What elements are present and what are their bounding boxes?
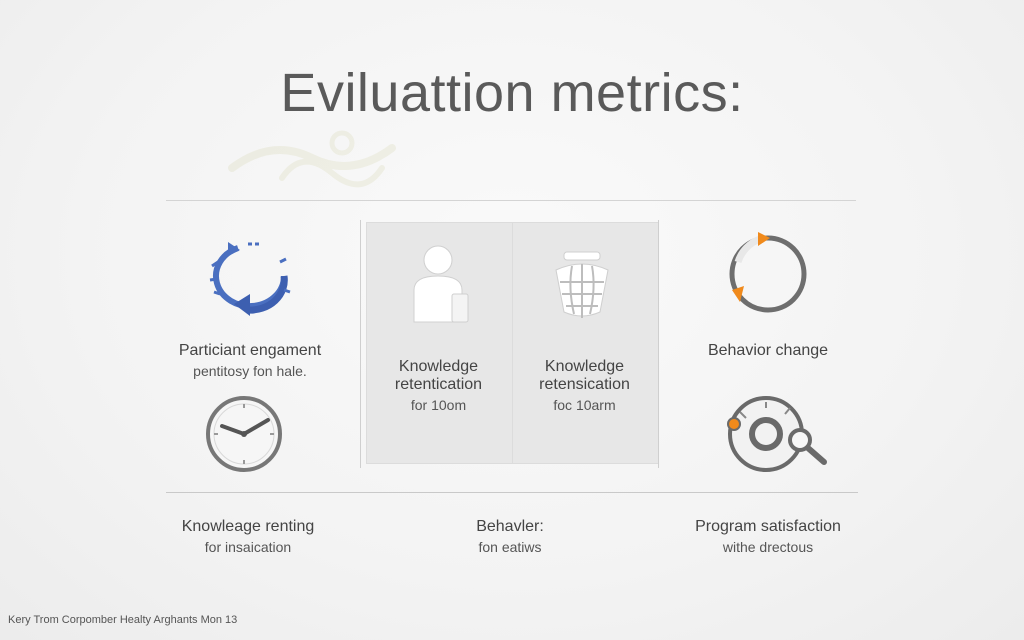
behavior-sub: fon eatiws bbox=[478, 539, 542, 555]
knowledge-left-label-1: Knowledge bbox=[398, 358, 479, 375]
circular-progress-icon bbox=[724, 226, 814, 318]
bottom-divider bbox=[166, 492, 858, 493]
page-title: Eviluattion metrics: bbox=[280, 63, 744, 123]
knowledge-right-sub: foc 10arm bbox=[553, 397, 616, 413]
knowledge-right-label-1: Knowledge bbox=[544, 358, 625, 375]
knowledge-right-label-2: retensication bbox=[539, 376, 630, 393]
top-divider bbox=[166, 200, 856, 201]
behavior-label: Behavler: bbox=[476, 518, 544, 535]
behavior-change-label: Behavior change bbox=[707, 342, 829, 359]
knowledge-left-label-2: retentication bbox=[394, 376, 483, 393]
knowledge-renting-sub: for insaication bbox=[204, 539, 292, 555]
watermark-decoration bbox=[222, 118, 422, 198]
program-satisfaction-label: Program satisfaction bbox=[695, 518, 841, 535]
participant-sub: pentitosy fon hale. bbox=[193, 363, 307, 379]
clock-icon bbox=[204, 394, 286, 476]
person-icon bbox=[408, 244, 472, 324]
panel-divider-right bbox=[658, 220, 659, 468]
knowledge-renting-label: Knowleage renting bbox=[181, 518, 315, 535]
knowledge-panel-right bbox=[512, 222, 659, 464]
panel-divider-left bbox=[360, 220, 361, 468]
participant-label: Particiant engament bbox=[178, 342, 322, 359]
cycle-arrows-icon bbox=[198, 236, 298, 320]
gauge-magnifier-icon bbox=[720, 394, 832, 478]
program-satisfaction-sub: withe drectous bbox=[722, 539, 814, 555]
globe-basket-icon bbox=[550, 248, 614, 324]
knowledge-left-sub: for 10om bbox=[410, 397, 467, 413]
footer-caption: Kery Trom Corpomber Healty Arghants Mon … bbox=[8, 614, 238, 626]
